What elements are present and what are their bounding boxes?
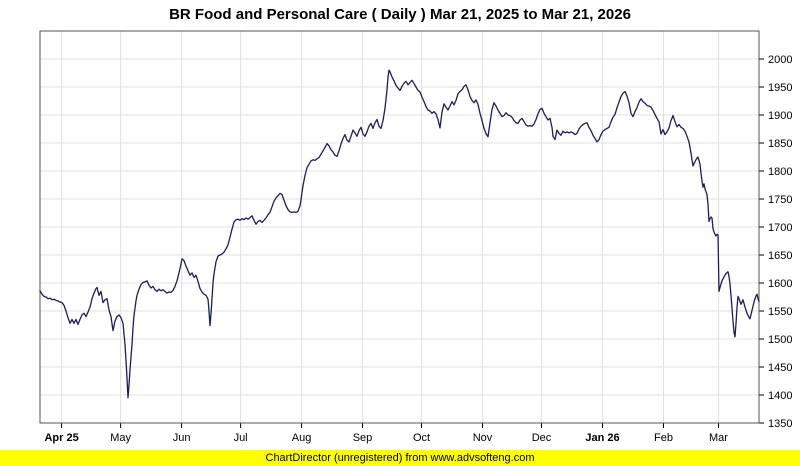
x-axis-tick-label: Sep <box>353 432 373 444</box>
plot-border <box>39 30 760 424</box>
x-axis-tick-label: Oct <box>413 432 430 444</box>
y-axis-tick-label: 1700 <box>768 222 792 234</box>
footer-credit-text: ChartDirector (unregistered) from www.ad… <box>265 452 535 464</box>
chart-title: BR Food and Personal Care ( Daily ) Mar … <box>169 6 631 23</box>
y-axis-tick-label: 1600 <box>768 278 792 290</box>
x-axis-tick-label: Apr 25 <box>44 432 78 444</box>
x-axis-tick-label: Jul <box>234 432 248 444</box>
y-axis-tick-label: 1550 <box>768 306 792 318</box>
y-axis-tick-label: 1450 <box>768 362 792 374</box>
y-axis-tick-label: 2000 <box>768 54 792 66</box>
x-axis-tick-label: Feb <box>654 432 673 444</box>
x-axis-tick-label: Jan 26 <box>585 432 619 444</box>
y-axis-tick-label: 1650 <box>768 250 792 262</box>
x-axis-tick-label: Nov <box>473 432 493 444</box>
x-axis-tick-label: May <box>110 432 131 444</box>
x-axis-tick-label: Jun <box>173 432 191 444</box>
y-axis-tick-label: 1750 <box>768 194 792 206</box>
x-axis-tick-label: Mar <box>709 432 728 444</box>
y-axis-tick-label: 1900 <box>768 110 792 122</box>
x-axis-tick-label: Aug <box>292 432 312 444</box>
y-axis-tick-label: 1350 <box>768 418 792 430</box>
footer-credit-bar: ChartDirector (unregistered) from www.ad… <box>0 450 800 466</box>
y-axis-tick-label: 1950 <box>768 82 792 94</box>
y-axis-tick-label: 1850 <box>768 138 792 150</box>
x-axis-tick-label: Dec <box>532 432 552 444</box>
y-axis-tick-label: 1400 <box>768 390 792 402</box>
y-axis-tick-label: 1800 <box>768 166 792 178</box>
price-line <box>39 69 760 399</box>
y-axis-tick-label: 1500 <box>768 334 792 346</box>
